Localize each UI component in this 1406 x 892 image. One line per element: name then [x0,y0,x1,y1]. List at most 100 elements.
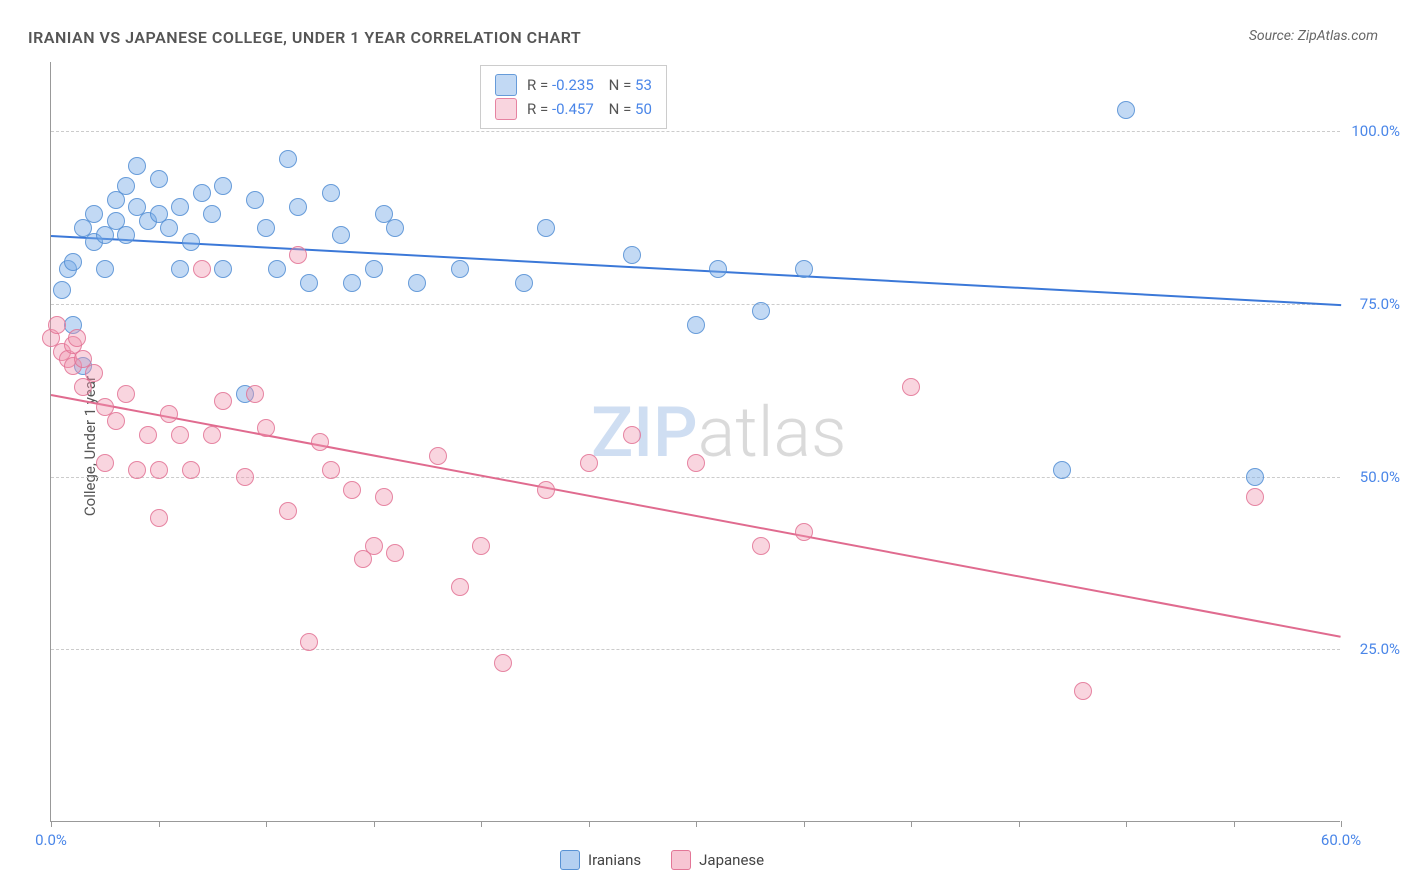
scatter-point [160,219,178,237]
scatter-point [246,385,264,403]
gridline [51,649,1340,650]
scatter-point [451,260,469,278]
scatter-point [451,578,469,596]
scatter-point [96,454,114,472]
scatter-point [150,461,168,479]
x-tick [589,821,590,827]
x-tick [1341,821,1342,827]
scatter-point [182,461,200,479]
y-tick-label: 100.0% [1351,122,1400,140]
scatter-point [537,481,555,499]
y-tick-label: 25.0% [1360,640,1400,658]
plot-area: ZIPatlas 25.0%50.0%75.0%100.0%0.0%60.0% [50,62,1340,822]
scatter-point [107,412,125,430]
x-tick [696,821,697,827]
scatter-point [375,488,393,506]
scatter-point [515,274,533,292]
scatter-point [687,316,705,334]
scatter-point [1053,461,1071,479]
legend-swatch [495,98,517,120]
scatter-point [365,260,383,278]
series-legend: Iranians Japanese [560,850,764,870]
scatter-point [203,426,221,444]
scatter-point [150,170,168,188]
legend-label: Japanese [699,851,764,869]
scatter-point [300,633,318,651]
scatter-point [343,481,361,499]
scatter-point [53,281,71,299]
scatter-point [623,246,641,264]
scatter-point [128,157,146,175]
scatter-point [537,219,555,237]
scatter-point [246,191,264,209]
scatter-point [85,364,103,382]
legend-item: Japanese [671,850,764,870]
scatter-point [752,537,770,555]
x-tick [159,821,160,827]
x-tick [1234,821,1235,827]
scatter-point [902,378,920,396]
scatter-point [257,219,275,237]
x-tick-label: 0.0% [35,831,67,849]
scatter-point [343,274,361,292]
scatter-point [332,226,350,244]
scatter-point [236,468,254,486]
source-attribution: Source: ZipAtlas.com [1249,28,1378,44]
legend-swatch [671,850,691,870]
scatter-point [300,274,318,292]
watermark-atlas: atlas [698,392,847,474]
scatter-point [182,233,200,251]
x-tick-label: 60.0% [1321,831,1361,849]
x-tick [51,821,52,827]
legend-swatch [560,850,580,870]
scatter-point [48,316,66,334]
scatter-point [85,205,103,223]
x-tick [374,821,375,827]
watermark-zip: ZIP [591,392,698,474]
scatter-point [96,260,114,278]
legend-stats: R = -0.457 N = 50 [527,100,652,118]
scatter-point [257,419,275,437]
scatter-point [429,447,447,465]
scatter-point [279,150,297,168]
x-tick [1019,821,1020,827]
trend-line [51,235,1341,306]
scatter-point [322,184,340,202]
x-tick [481,821,482,827]
scatter-point [117,385,135,403]
scatter-point [322,461,340,479]
scatter-point [580,454,598,472]
scatter-point [171,198,189,216]
scatter-point [279,502,297,520]
scatter-point [268,260,286,278]
x-tick [804,821,805,827]
scatter-point [311,433,329,451]
y-tick-label: 50.0% [1360,468,1400,486]
scatter-point [160,405,178,423]
scatter-point [472,537,490,555]
scatter-point [1074,682,1092,700]
scatter-point [150,509,168,527]
scatter-point [193,260,211,278]
x-tick [911,821,912,827]
scatter-point [623,426,641,444]
scatter-point [408,274,426,292]
legend-stats: R = -0.235 N = 53 [527,76,652,94]
y-tick-label: 75.0% [1360,295,1400,313]
x-tick [266,821,267,827]
scatter-point [64,253,82,271]
scatter-point [214,260,232,278]
legend-label: Iranians [588,851,641,869]
scatter-point [171,426,189,444]
scatter-point [68,329,86,347]
legend-swatch [495,74,517,96]
scatter-point [289,198,307,216]
scatter-point [1117,101,1135,119]
scatter-point [203,205,221,223]
scatter-point [289,246,307,264]
scatter-point [128,461,146,479]
scatter-point [386,544,404,562]
scatter-point [386,219,404,237]
scatter-point [214,392,232,410]
scatter-point [365,537,383,555]
